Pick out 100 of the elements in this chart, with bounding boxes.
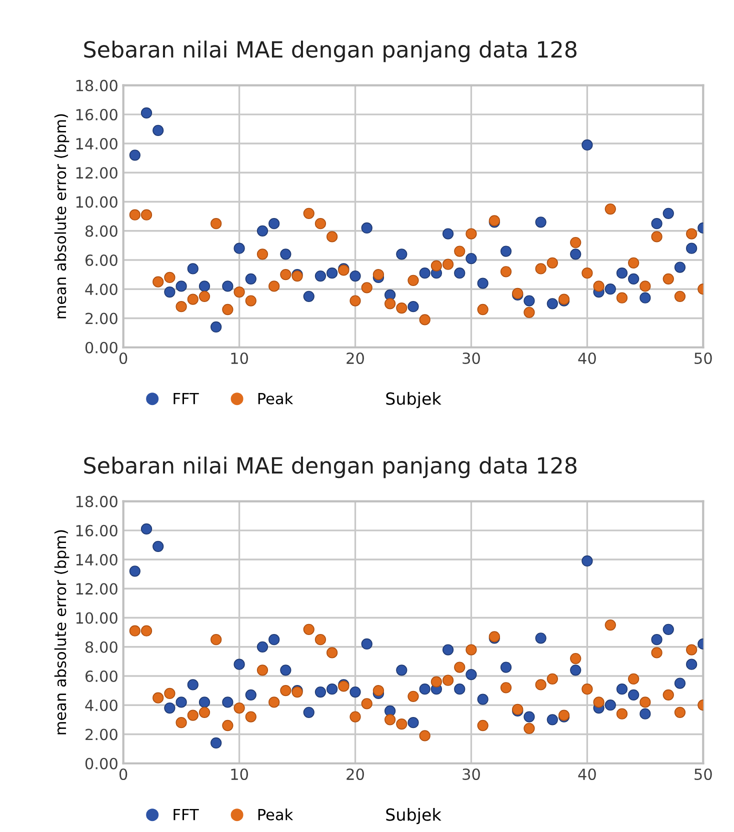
- point: [268, 280, 280, 292]
- point: [280, 248, 292, 260]
- point: [535, 632, 546, 644]
- point: [674, 678, 686, 689]
- point: [187, 679, 198, 690]
- y-tick-label: 18.00: [76, 80, 118, 92]
- point: [662, 208, 674, 219]
- point: [582, 268, 593, 279]
- point: [628, 273, 640, 284]
- point: [268, 634, 280, 646]
- y-axis-title: mean absolute error (bpm): [54, 114, 70, 318]
- point: [582, 684, 593, 695]
- point: [314, 634, 326, 646]
- point: [442, 258, 454, 270]
- point: [408, 301, 419, 312]
- point: [176, 717, 187, 728]
- point: [524, 295, 535, 306]
- point: [616, 292, 628, 304]
- point: [210, 737, 222, 749]
- point: [129, 150, 140, 161]
- point: [628, 673, 640, 684]
- point: [140, 209, 152, 220]
- point: [326, 231, 338, 242]
- point: [546, 298, 558, 310]
- point: [280, 664, 292, 676]
- point: [570, 236, 582, 248]
- point: [164, 272, 176, 284]
- point: [350, 270, 361, 282]
- point: [640, 280, 651, 292]
- point: [164, 286, 176, 298]
- point: [222, 280, 234, 292]
- point: [593, 696, 604, 708]
- point: [466, 668, 477, 680]
- point: [686, 644, 698, 656]
- point: [256, 248, 268, 260]
- point: [616, 268, 628, 279]
- y-tick-label: 16.00: [76, 524, 118, 536]
- point: [372, 684, 384, 696]
- point: [176, 301, 187, 312]
- point: [593, 280, 604, 292]
- point: [442, 674, 454, 686]
- point: [326, 684, 338, 695]
- point: [245, 711, 256, 722]
- point: [234, 242, 245, 254]
- point: [651, 634, 662, 646]
- point: [546, 257, 558, 268]
- point: [524, 722, 535, 734]
- point: [303, 290, 314, 302]
- point: [280, 268, 292, 280]
- point: [500, 682, 512, 694]
- point: [350, 686, 361, 698]
- x-tick-label: 50: [694, 352, 712, 364]
- point: [140, 625, 152, 636]
- legend-label: FFT: [174, 809, 199, 820]
- point: [651, 218, 662, 230]
- point: [686, 658, 698, 670]
- x-axis-title: Subjek: [386, 392, 442, 408]
- y-tick-label: 6.00: [86, 254, 118, 266]
- point: [198, 280, 210, 292]
- point: [245, 295, 256, 306]
- point: [570, 652, 582, 664]
- point: [140, 107, 152, 119]
- point: [129, 566, 140, 577]
- point: [256, 664, 268, 676]
- point: [604, 284, 616, 295]
- point: [129, 209, 140, 220]
- point: [430, 260, 442, 272]
- y-tick-label: 18.00: [76, 496, 118, 508]
- y-tick-label: 2.00: [86, 312, 118, 324]
- x-tick-label: 10: [231, 768, 248, 780]
- point: [651, 647, 662, 658]
- point: [500, 246, 512, 257]
- y-tick-label: 4.00: [85, 284, 118, 296]
- point: [640, 696, 651, 708]
- point: [256, 641, 268, 652]
- point: [628, 689, 640, 700]
- point: [477, 720, 488, 732]
- y-axis-title: mean absolute error (bpm): [54, 530, 70, 734]
- point: [500, 662, 512, 673]
- y-tick-label: 14.00: [76, 554, 118, 566]
- point: [164, 688, 176, 700]
- point: [222, 696, 234, 708]
- point: [616, 684, 628, 695]
- point: [245, 689, 256, 700]
- point: [408, 690, 419, 702]
- point: [582, 139, 593, 151]
- point: [372, 268, 384, 280]
- point: [662, 273, 674, 284]
- point: [361, 222, 372, 234]
- point: [640, 708, 651, 720]
- point: [326, 647, 338, 658]
- point: [129, 625, 140, 636]
- point: [314, 218, 326, 230]
- y-tick-label: 8.00: [85, 225, 118, 237]
- legend-label: Peak: [258, 808, 294, 820]
- point: [477, 304, 488, 316]
- point: [176, 696, 187, 708]
- point: [535, 679, 546, 690]
- point: [326, 268, 338, 279]
- point: [361, 282, 372, 294]
